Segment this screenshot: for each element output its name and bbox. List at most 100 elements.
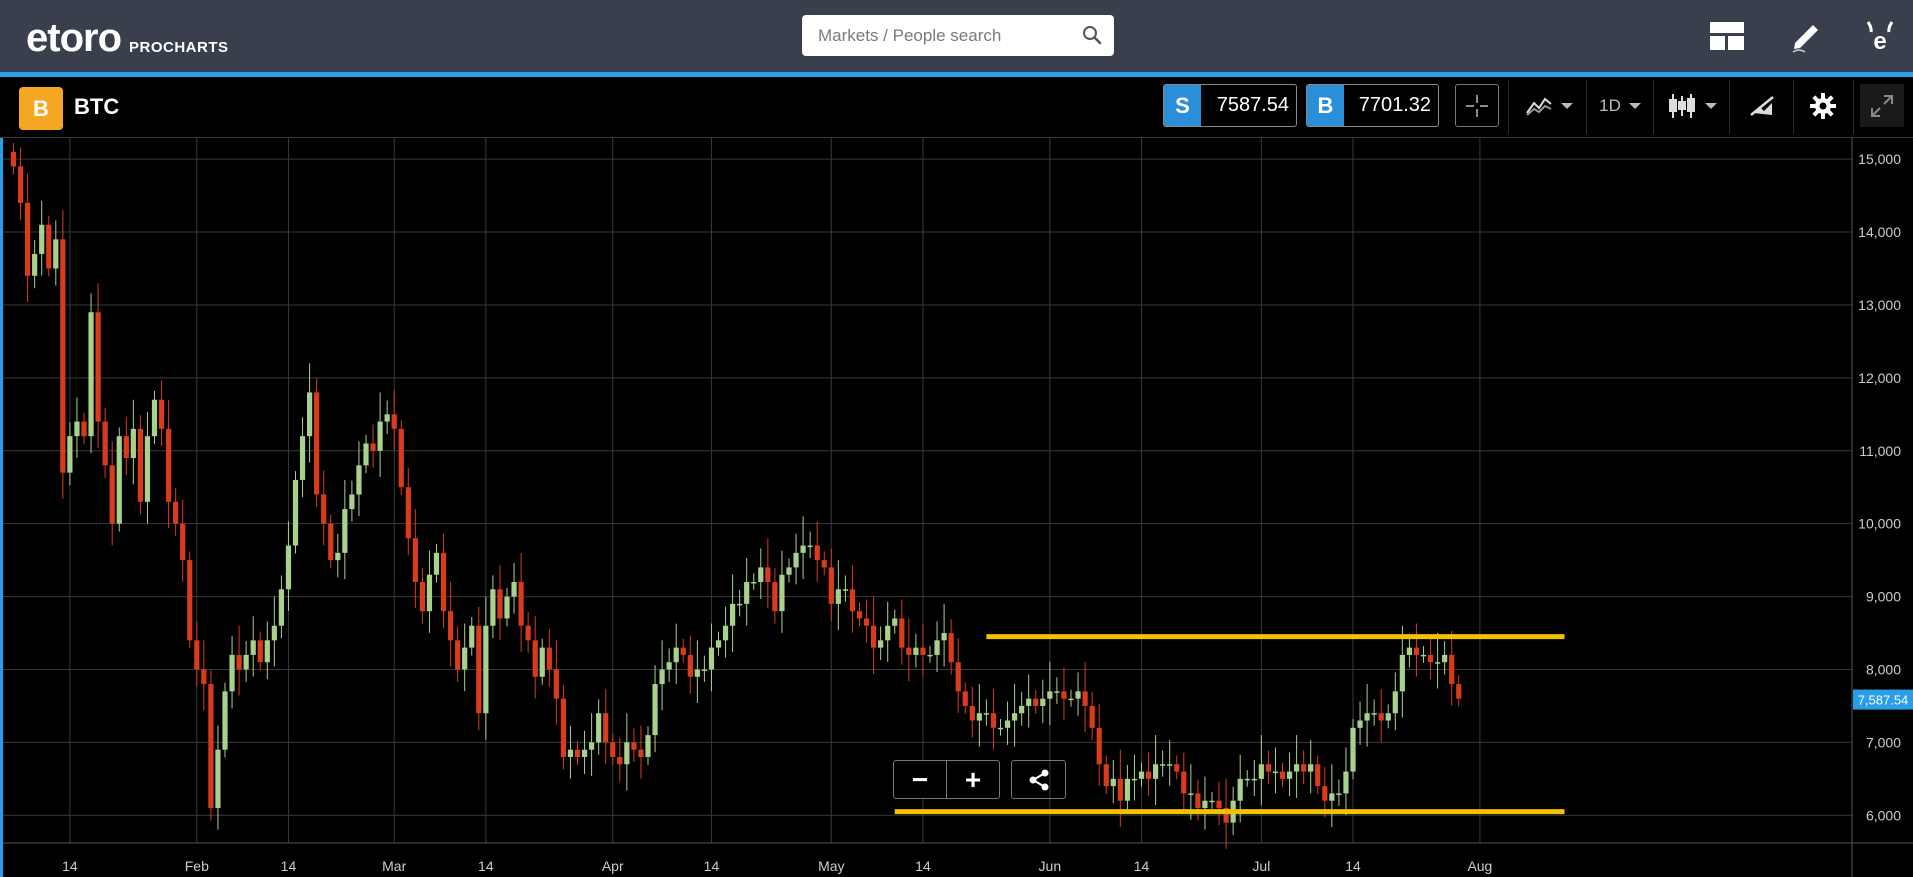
chevron-down-icon — [1705, 102, 1717, 109]
candle — [793, 552, 799, 568]
candle — [539, 647, 545, 677]
etoro-profile-icon[interactable]: e — [1858, 14, 1902, 58]
current-price-marker — [1853, 689, 1913, 710]
candle — [990, 713, 997, 728]
candle — [314, 392, 320, 495]
compare-button[interactable] — [1520, 84, 1578, 127]
y-tick-label: 11,000 — [1859, 443, 1901, 459]
zoom-in-button[interactable]: + — [946, 761, 999, 798]
candle — [814, 545, 820, 561]
svg-text:e: e — [1873, 28, 1886, 54]
candle — [215, 749, 221, 809]
etoro-logo[interactable]: etoro PROCHARTS — [26, 14, 229, 58]
candle — [1131, 778, 1138, 781]
timeframe-selector[interactable]: 1D — [1596, 84, 1644, 127]
expand-button[interactable] — [1860, 84, 1904, 127]
y-tick-label: 6,000 — [1866, 807, 1901, 823]
search-input[interactable] — [802, 15, 1068, 56]
candle — [765, 567, 771, 582]
x-tick-label: 14 — [281, 858, 297, 874]
candle — [208, 684, 214, 809]
candle — [1329, 793, 1335, 801]
candle — [1265, 764, 1271, 772]
candle — [955, 662, 961, 692]
candle — [1364, 713, 1370, 721]
candle — [151, 399, 158, 437]
candle — [1258, 764, 1264, 779]
candle — [631, 742, 637, 750]
candle — [504, 596, 510, 619]
drawing-tools-icon — [1750, 95, 1774, 116]
candle — [271, 625, 277, 641]
candle — [384, 414, 390, 422]
candle — [828, 567, 834, 604]
candle — [737, 603, 743, 606]
share-button[interactable] — [1011, 760, 1066, 799]
candle — [1082, 691, 1088, 706]
bitcoin-icon: B — [19, 87, 63, 130]
candle — [1160, 764, 1166, 766]
candle — [1195, 793, 1201, 809]
settings-button[interactable] — [1801, 84, 1845, 127]
candle — [800, 545, 806, 553]
candle — [518, 581, 524, 626]
candle — [321, 494, 327, 524]
candle — [1124, 778, 1130, 801]
candle — [1054, 691, 1060, 693]
drawing-tools-button[interactable] — [1740, 84, 1784, 127]
expand-icon — [1871, 94, 1893, 117]
x-tick-label: Aug — [1467, 858, 1492, 874]
candle — [638, 749, 644, 757]
chart-toolbar — [0, 77, 1913, 138]
candle — [264, 640, 270, 663]
toolbar-divider — [1853, 80, 1854, 134]
candle — [1357, 720, 1363, 728]
zoom-out-button[interactable]: − — [894, 761, 946, 798]
candle — [1301, 764, 1307, 772]
minus-icon: − — [911, 763, 929, 795]
candle — [553, 669, 559, 699]
y-tick-label: 13,000 — [1858, 297, 1901, 313]
candle — [1336, 793, 1342, 795]
timeframe-label: 1D — [1599, 95, 1621, 115]
candle — [1209, 800, 1215, 803]
candle — [1406, 647, 1412, 655]
candle — [1075, 691, 1081, 699]
toolbar-divider — [1653, 80, 1654, 134]
top-bar: etoro PROCHARTS e — [0, 0, 1913, 72]
candle — [1442, 654, 1448, 663]
candle — [419, 581, 425, 612]
layout-icon[interactable] — [1705, 14, 1749, 58]
y-tick-label: 12,000 — [1858, 370, 1901, 386]
search-box — [802, 15, 1114, 56]
candle — [335, 552, 341, 561]
candle — [285, 545, 292, 590]
search-icon[interactable] — [1082, 25, 1102, 50]
candle — [1308, 764, 1314, 772]
candle — [927, 654, 933, 657]
chevron-down-icon — [1561, 102, 1573, 109]
buy-price: 7701.32 — [1358, 94, 1431, 116]
chart-type-button[interactable] — [1664, 84, 1720, 127]
candle — [39, 224, 45, 254]
candle — [560, 698, 566, 757]
sell-button[interactable]: S 7587.54 — [1163, 84, 1297, 127]
candle — [617, 756, 623, 765]
instrument-symbol: BTC — [74, 94, 120, 119]
candle — [1181, 771, 1187, 794]
candle — [166, 428, 172, 502]
crosshair-button[interactable] — [1455, 84, 1499, 127]
candle — [257, 640, 263, 663]
candle — [659, 669, 665, 685]
candle — [201, 669, 207, 685]
x-tick-label: 14 — [1134, 858, 1150, 874]
candle — [666, 662, 672, 670]
candle — [645, 735, 651, 757]
buy-button[interactable]: B 7701.32 — [1306, 84, 1439, 127]
candle — [462, 647, 468, 670]
candle — [624, 742, 630, 765]
candle — [751, 581, 757, 584]
pencil-icon[interactable] — [1784, 14, 1828, 58]
candle — [1371, 713, 1377, 715]
